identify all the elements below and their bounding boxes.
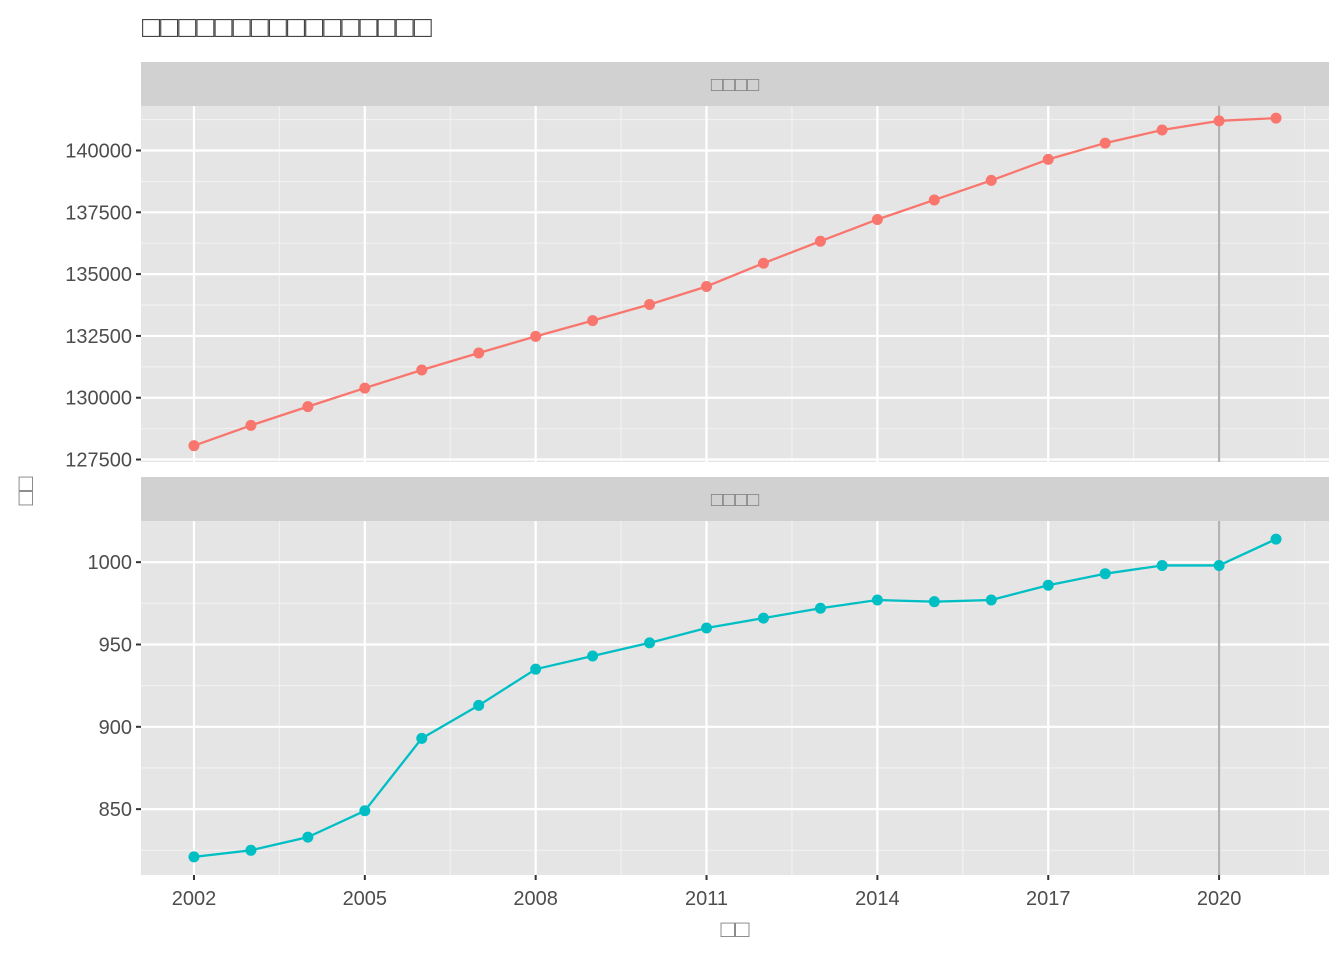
data-point: [587, 650, 599, 662]
data-point: [530, 330, 542, 342]
panel-2-background: [141, 521, 1329, 875]
panel-1-grid: [141, 106, 1329, 462]
x-tick-label: 2002: [172, 888, 217, 910]
data-point: [701, 280, 713, 292]
y-tick-label: 127500: [65, 450, 132, 472]
data-point: [1042, 153, 1054, 165]
y-tick-label: 950: [99, 634, 132, 656]
x-tick-label: 2011: [685, 888, 728, 910]
panel-2: □□□□ 850 900 950 1000: [88, 477, 1329, 875]
data-point: [245, 419, 257, 431]
y-tick-label: 900: [99, 717, 132, 739]
panel-1-strip-label: □□□□: [711, 74, 759, 96]
data-point: [1156, 124, 1168, 136]
data-point: [302, 401, 314, 413]
data-point: [302, 831, 314, 843]
data-point: [359, 805, 371, 817]
y-tick-label: 130000: [65, 388, 132, 410]
x-tick-label: 2005: [343, 888, 388, 910]
panel-1-y-ticks: 127500 130000 132500 135000 137500 140000: [65, 141, 141, 472]
data-point: [814, 235, 826, 247]
data-point: [587, 315, 599, 327]
data-point: [530, 663, 542, 675]
x-tick-label: 2017: [1026, 888, 1071, 910]
data-point: [757, 257, 769, 269]
series-line: [193, 538, 1277, 859]
panel-2-strip-label: □□□□: [711, 489, 759, 511]
data-point: [473, 699, 485, 711]
panel-2-strip: [141, 477, 1329, 521]
data-point: [473, 347, 485, 359]
x-tick-label: 2008: [513, 888, 558, 910]
data-point: [644, 299, 656, 311]
panel-1: □□□□ 127500 130000 132500 135000 137500 14000…: [65, 62, 1329, 472]
data-point: [814, 602, 826, 614]
y-axis-title: □□: [12, 476, 39, 505]
data-point: [1213, 115, 1225, 127]
data-point: [359, 382, 371, 394]
panel-2-y-ticks: 850 900 950 1000: [88, 552, 141, 821]
data-point: [416, 364, 428, 376]
data-point: [1270, 533, 1282, 545]
data-point: [188, 440, 200, 452]
data-point: [416, 732, 428, 744]
x-tick-label: 2014: [855, 888, 900, 910]
panel-1-series: [188, 112, 1282, 452]
data-point: [1213, 559, 1225, 571]
data-point: [188, 851, 200, 863]
data-point: [985, 594, 997, 606]
data-point: [1270, 112, 1282, 124]
data-point: [1156, 559, 1168, 571]
data-point: [245, 844, 257, 856]
y-tick-label: 850: [99, 799, 132, 821]
chart-title: □□□□□□□□□□□□□□□□: [142, 11, 433, 44]
panel-2-series: [188, 533, 1282, 863]
x-axis-title: □□: [721, 916, 750, 943]
data-point: [1099, 568, 1111, 580]
panel-1-background: [141, 106, 1329, 462]
y-tick-label: 140000: [65, 141, 132, 163]
y-tick-label: 137500: [65, 202, 132, 224]
data-point: [928, 194, 940, 206]
y-tick-label: 1000: [88, 552, 133, 574]
data-point: [871, 594, 883, 606]
data-point: [985, 174, 997, 186]
y-tick-label: 132500: [65, 326, 132, 348]
data-point: [871, 213, 883, 225]
x-axis-ticks: 2002 2005 2008 2011 2014 2017 2020: [172, 875, 1242, 910]
data-point: [644, 637, 656, 649]
series-line: [193, 116, 1277, 447]
data-point: [701, 622, 713, 634]
y-tick-label: 135000: [65, 264, 132, 286]
data-point: [1042, 579, 1054, 591]
data-point: [1099, 137, 1111, 149]
panel-1-strip: [141, 62, 1329, 106]
data-point: [757, 612, 769, 624]
x-tick-label: 2020: [1197, 888, 1242, 910]
data-point: [928, 596, 940, 608]
